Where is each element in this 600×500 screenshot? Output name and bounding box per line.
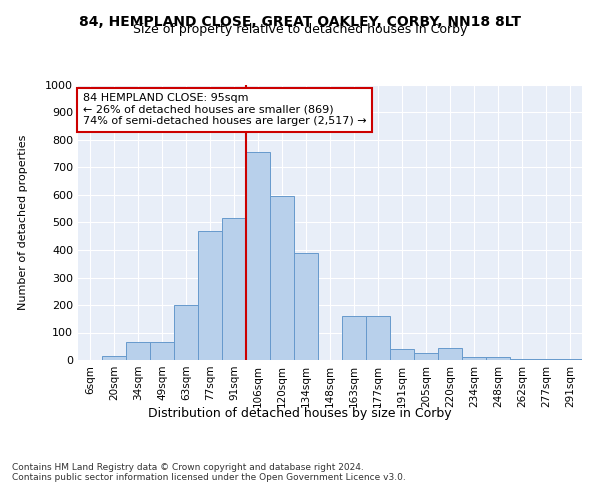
Text: Contains HM Land Registry data © Crown copyright and database right 2024.: Contains HM Land Registry data © Crown c… <box>12 462 364 471</box>
Bar <box>558 358 582 360</box>
Text: Size of property relative to detached houses in Corby: Size of property relative to detached ho… <box>133 22 467 36</box>
Text: 84, HEMPLAND CLOSE, GREAT OAKLEY, CORBY, NN18 8LT: 84, HEMPLAND CLOSE, GREAT OAKLEY, CORBY,… <box>79 15 521 29</box>
Bar <box>102 356 126 360</box>
Bar <box>534 358 558 360</box>
Text: Contains public sector information licensed under the Open Government Licence v3: Contains public sector information licen… <box>12 472 406 482</box>
Bar <box>198 231 222 360</box>
Bar <box>390 349 414 360</box>
Text: Distribution of detached houses by size in Corby: Distribution of detached houses by size … <box>148 408 452 420</box>
Bar <box>222 218 246 360</box>
Bar <box>342 316 366 360</box>
Bar <box>270 196 294 360</box>
Text: 84 HEMPLAND CLOSE: 95sqm
← 26% of detached houses are smaller (869)
74% of semi-: 84 HEMPLAND CLOSE: 95sqm ← 26% of detach… <box>83 93 367 126</box>
Bar <box>510 358 534 360</box>
Bar <box>126 342 150 360</box>
Bar <box>294 252 318 360</box>
Bar <box>366 316 390 360</box>
Y-axis label: Number of detached properties: Number of detached properties <box>17 135 28 310</box>
Bar <box>174 305 198 360</box>
Bar <box>462 357 486 360</box>
Bar <box>486 357 510 360</box>
Bar <box>414 353 438 360</box>
Bar <box>246 152 270 360</box>
Bar <box>438 348 462 360</box>
Bar <box>150 342 174 360</box>
